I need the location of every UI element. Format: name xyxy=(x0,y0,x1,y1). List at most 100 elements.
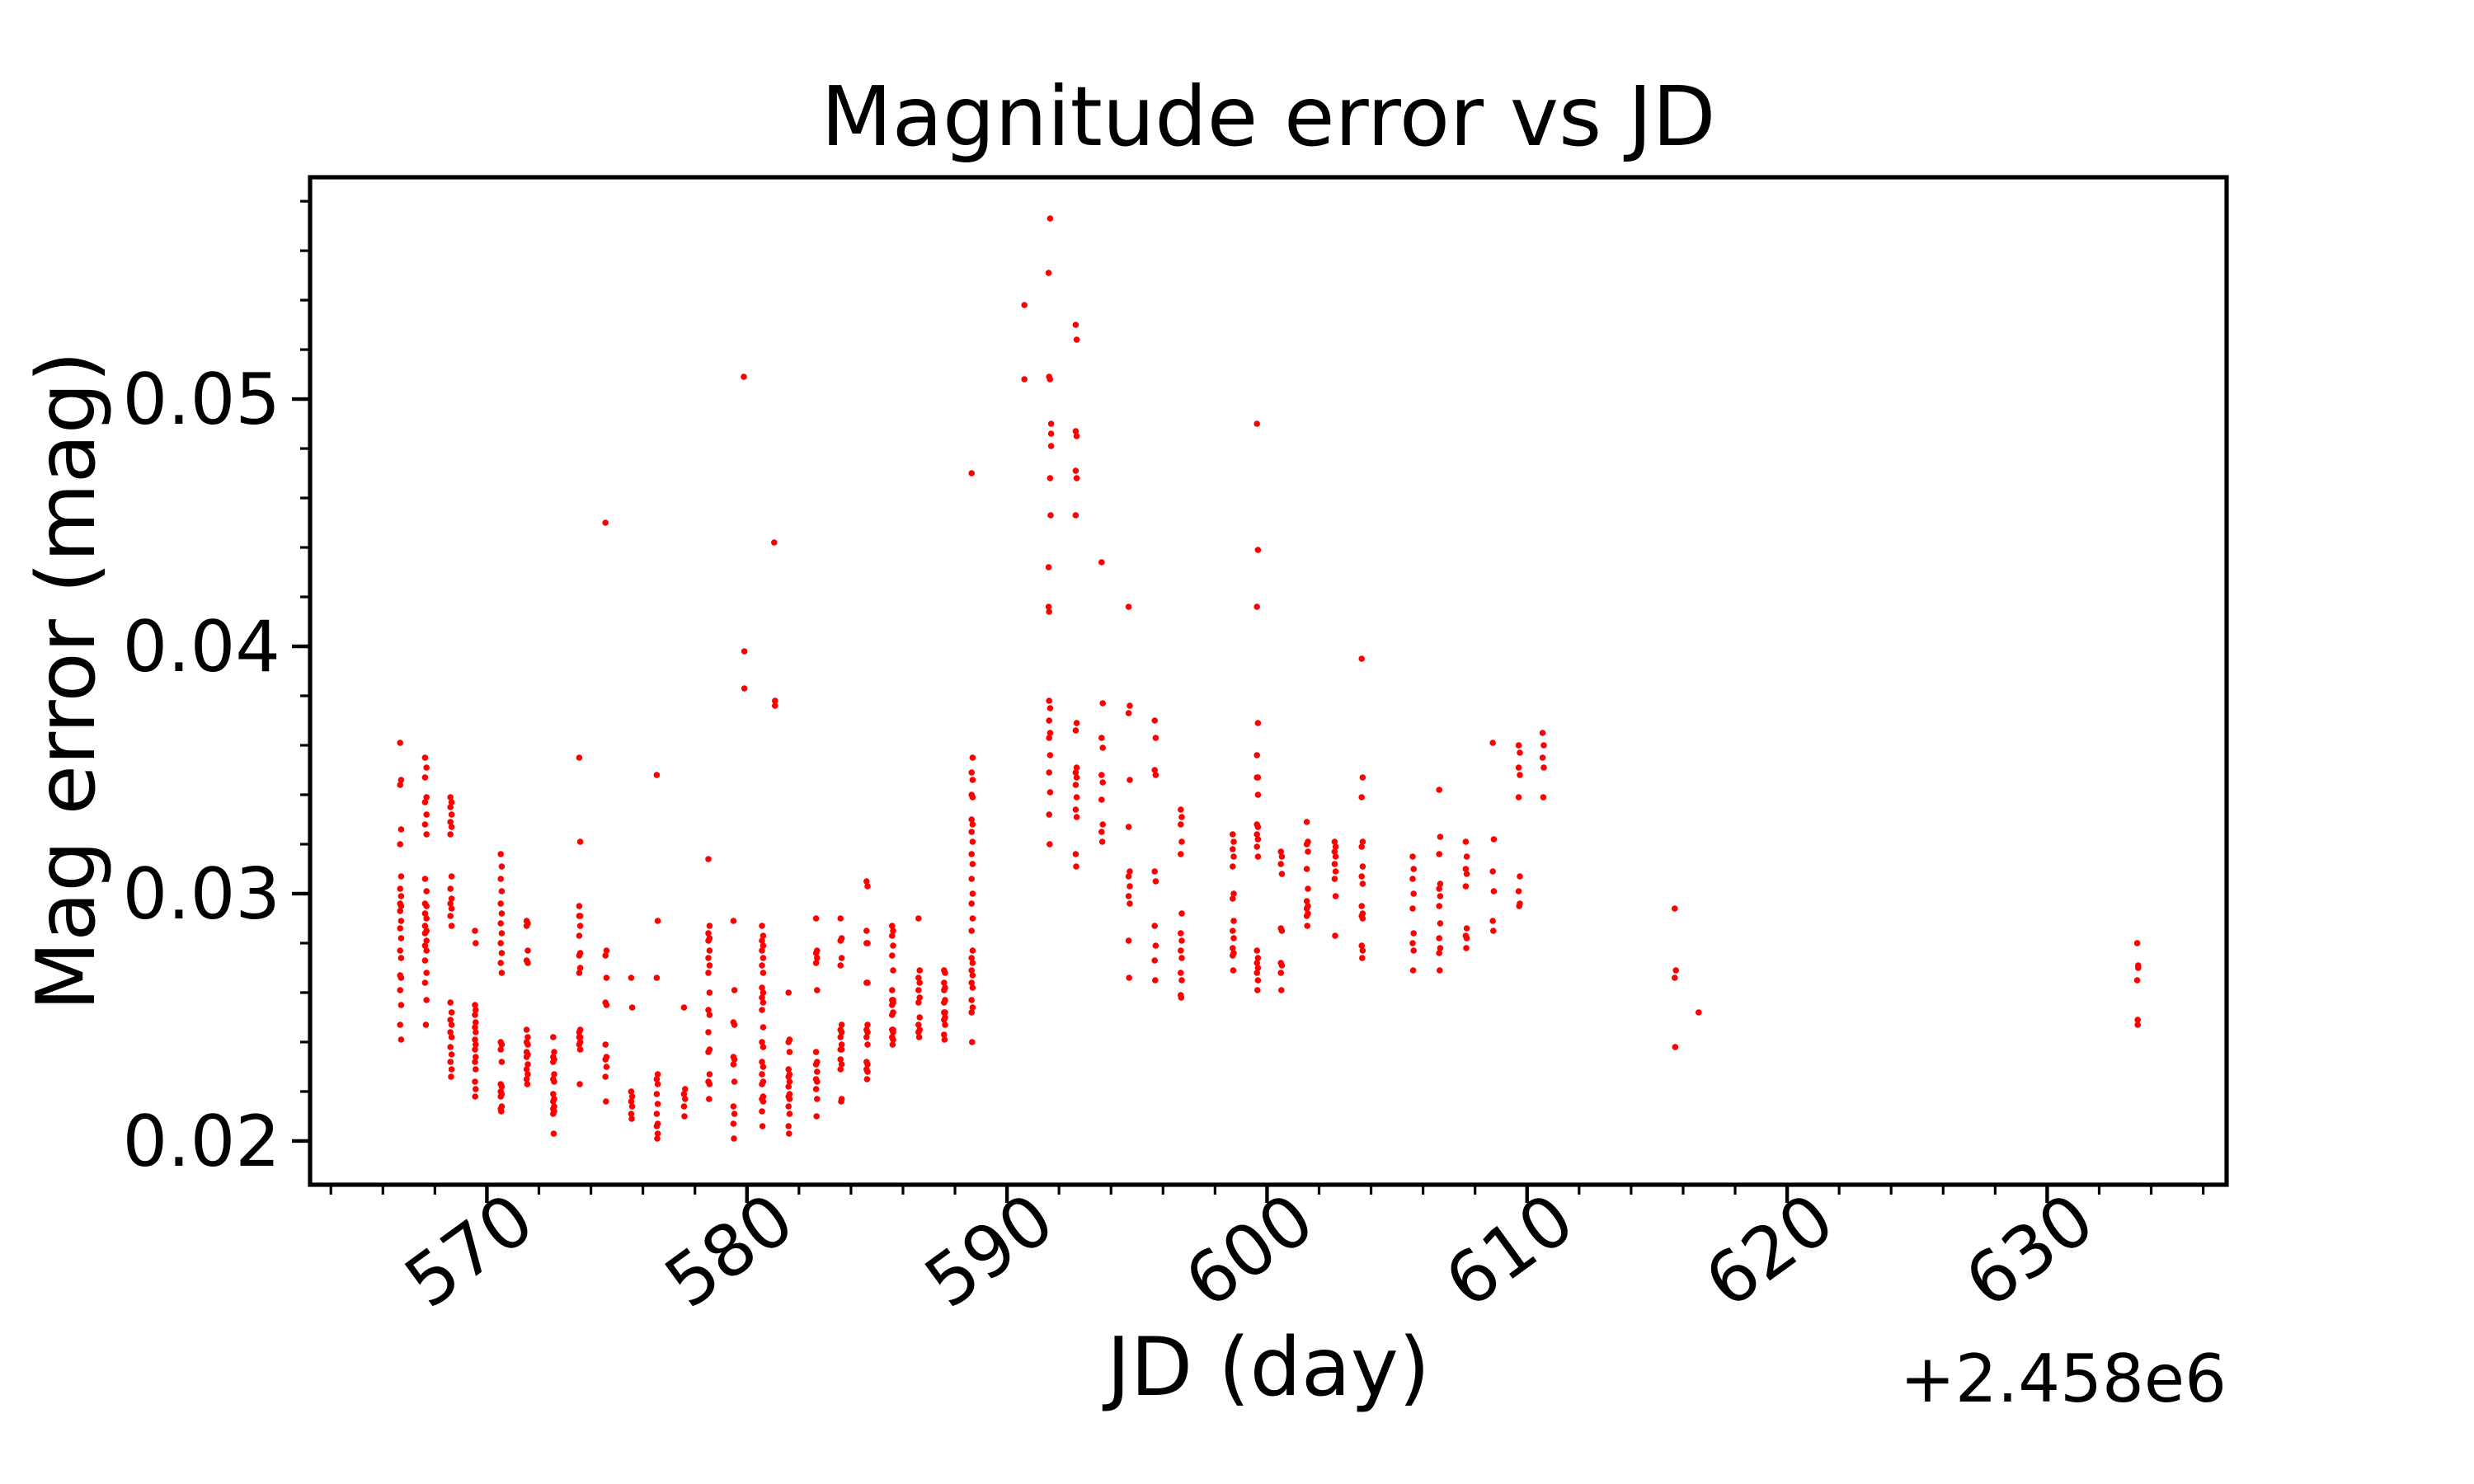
data-point xyxy=(812,1049,820,1055)
data-point xyxy=(1359,838,1366,845)
data-point xyxy=(741,373,747,380)
data-point xyxy=(1046,735,1052,741)
data-point xyxy=(576,965,584,971)
data-point xyxy=(603,1098,609,1105)
data-point xyxy=(1540,742,1547,749)
data-point xyxy=(524,960,531,966)
data-point xyxy=(1152,878,1159,885)
data-point xyxy=(2133,940,2141,946)
data-point xyxy=(397,987,404,993)
data-point xyxy=(1073,336,1080,343)
data-point xyxy=(915,999,922,1006)
data-point xyxy=(447,831,454,838)
data-point xyxy=(889,1041,896,1048)
data-point xyxy=(397,955,405,961)
data-point xyxy=(1230,967,1237,974)
data-point xyxy=(1515,742,1522,749)
data-point xyxy=(447,999,454,1006)
data-point xyxy=(1437,967,1443,974)
data-point xyxy=(1125,893,1132,899)
data-point xyxy=(1254,853,1262,860)
data-point xyxy=(524,1061,531,1068)
data-point xyxy=(1409,967,1417,974)
data-point xyxy=(1303,905,1310,912)
data-point xyxy=(1254,987,1261,993)
data-point xyxy=(889,952,896,959)
data-point xyxy=(837,962,844,969)
data-point xyxy=(916,1014,923,1021)
data-point xyxy=(448,1021,455,1028)
data-point xyxy=(1437,893,1444,899)
data-point xyxy=(448,905,455,912)
data-point xyxy=(1126,974,1132,981)
data-point xyxy=(397,908,404,914)
data-point xyxy=(863,979,870,986)
data-point xyxy=(498,863,506,870)
data-point xyxy=(1539,730,1546,736)
data-point xyxy=(812,960,820,966)
data-point xyxy=(916,979,923,986)
y-tick-label: 0.03 xyxy=(123,853,280,936)
data-point xyxy=(448,923,455,929)
data-point xyxy=(1047,512,1054,519)
data-point xyxy=(397,918,405,924)
data-point xyxy=(473,1066,479,1073)
data-point xyxy=(576,1046,584,1053)
y-tick-label: 0.04 xyxy=(123,606,280,688)
data-point xyxy=(760,1044,767,1050)
data-point xyxy=(969,960,976,966)
data-point xyxy=(1254,977,1262,984)
data-point xyxy=(602,1073,609,1080)
data-point xyxy=(969,754,976,761)
data-point xyxy=(447,913,454,919)
data-point xyxy=(447,794,454,801)
data-point xyxy=(1152,942,1159,949)
data-point xyxy=(1073,433,1080,439)
data-point xyxy=(941,1036,948,1043)
data-point xyxy=(397,777,405,783)
data-point xyxy=(421,930,429,937)
data-point xyxy=(472,1093,478,1100)
data-point xyxy=(759,962,765,969)
data-point xyxy=(1178,910,1185,917)
data-point xyxy=(941,1031,948,1038)
data-point xyxy=(498,1041,506,1048)
data-point xyxy=(1045,564,1052,571)
data-point xyxy=(472,1046,478,1053)
data-point xyxy=(523,1054,530,1060)
data-point xyxy=(915,974,922,981)
data-point xyxy=(731,1135,737,1142)
data-point xyxy=(1098,772,1105,778)
data-point xyxy=(524,1071,531,1078)
data-point xyxy=(889,932,896,939)
data-point xyxy=(760,970,767,976)
data-point xyxy=(1073,774,1080,781)
data-point xyxy=(786,1130,793,1137)
data-point xyxy=(1359,881,1366,887)
data-point xyxy=(864,1021,871,1028)
data-point xyxy=(760,955,767,961)
data-point xyxy=(1046,697,1052,704)
data-point xyxy=(1152,772,1159,778)
data-point xyxy=(968,967,975,974)
data-point xyxy=(498,910,506,917)
data-point xyxy=(1072,769,1079,776)
data-point xyxy=(1230,846,1236,852)
data-point xyxy=(785,1083,792,1090)
data-point xyxy=(1436,935,1442,942)
data-point xyxy=(837,1056,844,1063)
data-point xyxy=(653,974,661,981)
data-point xyxy=(576,903,583,909)
data-point xyxy=(1072,782,1079,788)
data-point xyxy=(969,972,976,979)
data-point xyxy=(759,1007,765,1013)
data-point xyxy=(628,1111,635,1117)
data-point xyxy=(1254,791,1262,798)
data-point xyxy=(1072,727,1079,734)
data-point xyxy=(731,987,738,993)
data-point xyxy=(706,1012,713,1018)
data-point xyxy=(837,937,844,944)
data-point xyxy=(760,942,767,949)
data-point xyxy=(628,1103,636,1110)
data-point xyxy=(1151,923,1158,929)
